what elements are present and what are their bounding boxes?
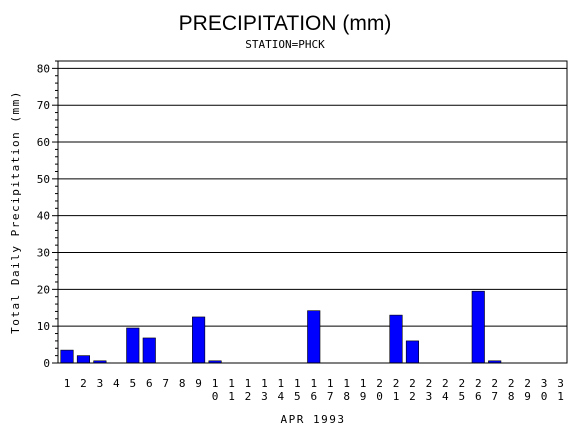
x-tick-label: 3 [557,377,564,390]
x-tick-label: 3 [261,390,268,403]
y-axis-label: Total Daily Precipitation (mm) [9,90,22,334]
x-tick-label: 6 [475,390,482,403]
x-tick-label: 1 [278,377,285,390]
x-tick-label: 2 [80,377,87,390]
x-tick-label: 3 [541,377,548,390]
x-tick-label: 2 [426,377,433,390]
x-tick-label: 9 [195,377,202,390]
bar-day-1 [60,349,74,364]
y-axis-ticks: 0 10 20 30 40 50 60 70 80 [37,60,58,370]
x-tick-label: 1 [294,377,301,390]
y-tick-label: 10 [37,320,50,333]
x-tick-label: 2 [409,390,416,403]
bar-day-6 [142,337,156,364]
x-tick-label: 1 [228,390,235,403]
x-tick-label: 2 [409,377,416,390]
x-tick-label: 1 [360,377,367,390]
y-tick-label: 50 [37,173,50,186]
x-tick-label: 2 [491,377,498,390]
x-axis-label: APR 1993 [281,413,346,426]
x-tick-label: 8 [179,377,186,390]
x-tick-label: 6 [146,377,153,390]
y-tick-label: 30 [37,247,50,260]
x-tick-label: 1 [64,377,71,390]
x-tick-label: 2 [376,377,383,390]
bar-day-5 [126,327,140,364]
x-tick-label: 4 [442,390,449,403]
x-tick-label: 1 [261,377,268,390]
bar-day-16 [307,310,321,364]
x-tick-label: 1 [212,377,219,390]
x-tick-label: 5 [294,390,301,403]
x-tick-label: 5 [458,390,465,403]
x-tick-label: 0 [376,390,383,403]
gridlines [58,67,567,327]
x-tick-label: 2 [442,377,449,390]
x-tick-label: 2 [508,377,515,390]
x-tick-label: 7 [162,377,169,390]
x-tick-label: 0 [212,390,219,403]
y-tick-label: 70 [37,99,50,112]
x-tick-label: 1 [245,377,252,390]
x-tick-label: 6 [310,390,317,403]
x-tick-label: 2 [475,377,482,390]
x-tick-label: 7 [491,390,498,403]
bars [60,290,502,364]
x-tick-label: 1 [310,377,317,390]
x-tick-label: 2 [524,377,531,390]
x-tick-label: 3 [97,377,104,390]
x-tick-label: 1 [343,377,350,390]
bar-day-9 [192,316,206,364]
y-tick-label: 60 [37,136,50,149]
bar-day-2 [76,355,90,364]
x-tick-label: 1 [327,377,334,390]
plot-frame [57,60,568,364]
x-tick-label: 5 [129,377,136,390]
x-tick-label: 9 [360,390,367,403]
y-tick-label: 80 [37,62,50,75]
x-tick-label: 1 [393,390,400,403]
x-tick-label: 2 [393,377,400,390]
x-tick-label: 7 [327,390,334,403]
x-axis-ticks: 1 2 3 4 5 6 7 8 9 1011121314151617181920212223242… [64,377,564,403]
x-tick-label: 1 [557,390,564,403]
x-tick-label: 0 [541,390,548,403]
chart-title: PRECIPITATION (mm) [179,12,392,35]
y-tick-label: 20 [37,283,50,296]
x-tick-label: 3 [426,390,433,403]
chart-subtitle: STATION=PHCK [245,38,325,51]
x-tick-label: 2 [458,377,465,390]
x-tick-label: 8 [343,390,350,403]
y-tick-label: 0 [43,357,50,370]
bar-day-26 [471,290,485,364]
x-tick-label: 9 [524,390,531,403]
bar-day-22 [405,340,420,364]
x-tick-label: 4 [278,390,285,403]
x-tick-label: 4 [113,377,120,390]
x-tick-label: 8 [508,390,515,403]
bar-day-21 [389,314,403,364]
y-tick-label: 40 [37,210,50,223]
x-tick-label: 2 [245,390,252,403]
x-tick-label: 1 [228,377,235,390]
